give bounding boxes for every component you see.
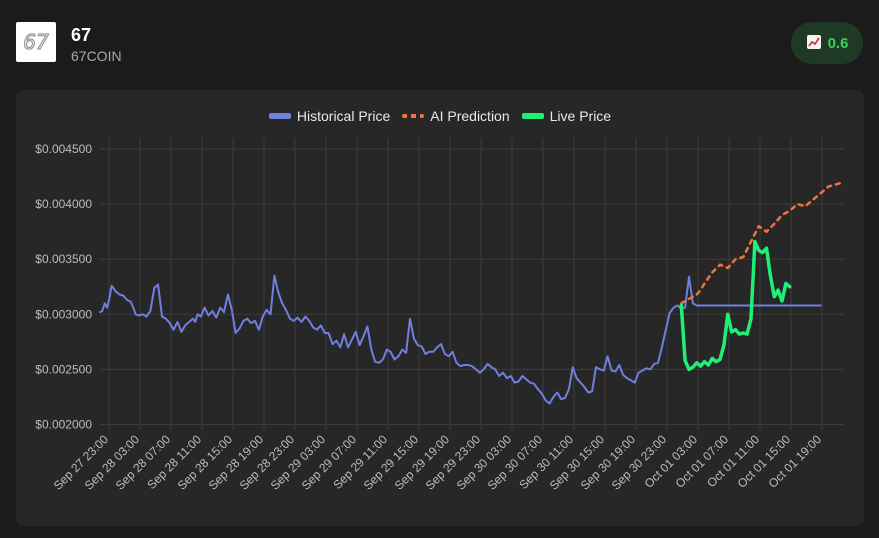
coin-header: 67 67 67COIN 0.6: [0, 0, 879, 86]
legend-label: Historical Price: [296, 108, 391, 124]
y-tick-label: $0.002500: [35, 362, 92, 376]
chart-up-icon: [806, 34, 822, 52]
legend-label: Live Price: [549, 108, 612, 124]
coin-logo: 67: [16, 22, 56, 62]
coin-name: 67: [71, 25, 92, 45]
y-tick-label: $0.002000: [35, 417, 92, 431]
series-line-live-price: [679, 239, 792, 372]
legend-label: AI Prediction: [430, 108, 510, 124]
y-tick-label: $0.004000: [35, 197, 92, 211]
svg-text:67: 67: [23, 30, 49, 54]
y-tick-label: $0.003000: [35, 307, 92, 321]
y-tick-label: $0.003500: [35, 252, 92, 266]
coin-ticker: 67COIN: [71, 48, 122, 64]
legend-swatch: [402, 114, 425, 118]
change-value: 0.6: [827, 34, 849, 52]
price-chart-card: Historical Price AI Prediction Live Price …: [16, 90, 864, 526]
legend-item[interactable]: Live Price: [521, 108, 612, 124]
series-line-ai-prediction: [680, 180, 846, 305]
change-badge[interactable]: 0.6: [791, 22, 863, 64]
legend-item[interactable]: AI Prediction: [402, 108, 510, 124]
legend-swatch: [268, 113, 291, 119]
legend-swatch: [521, 113, 544, 119]
coin-logo-mark-icon: 67: [23, 29, 50, 54]
legend-item[interactable]: Historical Price: [268, 108, 391, 124]
price-chart: $0.004500 $0.004000 $0.003500 $0.003000 $0.0…: [35, 138, 846, 493]
series-line-historical-price: [99, 274, 822, 405]
chart-legend: Historical Price AI Prediction Live Price: [16, 108, 864, 124]
y-tick-label: $0.004500: [35, 142, 92, 156]
